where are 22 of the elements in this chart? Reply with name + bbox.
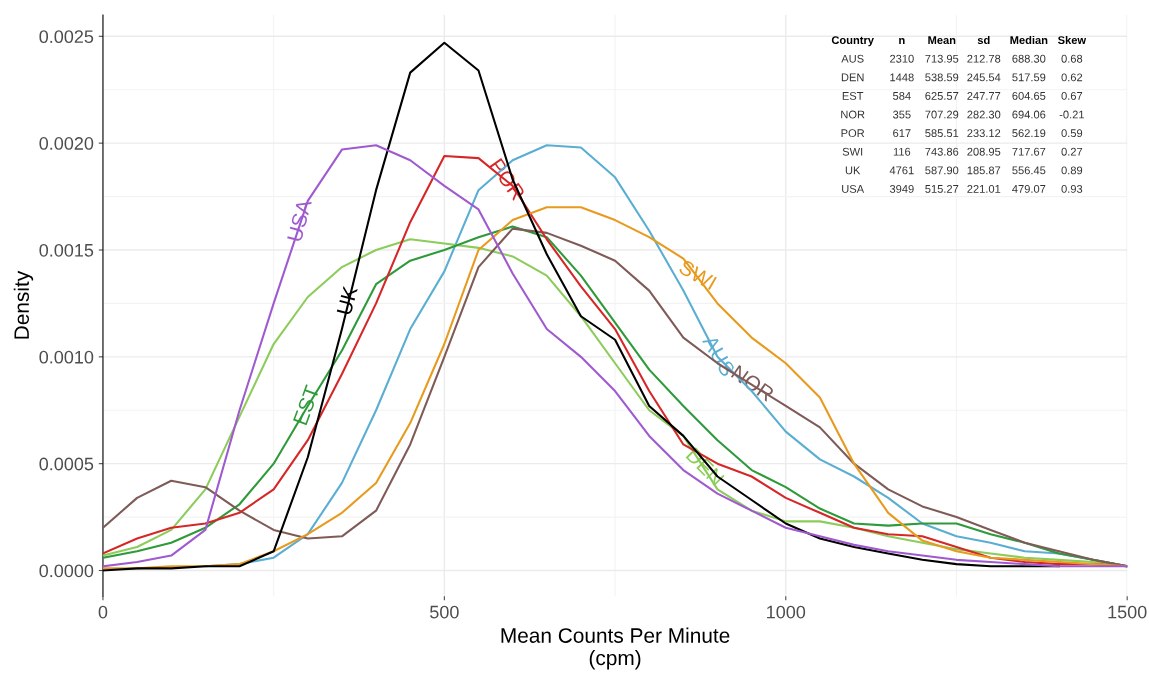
- x-axis-title: Mean Counts Per Minute (cpm): [501, 627, 730, 670]
- x-tick-label: 0: [98, 605, 108, 619]
- y-tick-label: 0.0010: [39, 350, 94, 364]
- text: DEN 1448 538.59 245.54 517.59 0.62: [841, 73, 1083, 82]
- text: UK 4761 587.90 185.87 556.45 0.89: [845, 166, 1083, 175]
- x-tick-label: 1000: [767, 605, 806, 619]
- text: Country n Mean sd Median Skew: [831, 35, 1087, 47]
- y-tick-label: 0.0025: [39, 30, 94, 44]
- y-tick-label: 0.0020: [39, 137, 94, 150]
- text: NOR 355 707.29 282.30 694.06 -0.21: [841, 110, 1084, 119]
- text: POR 617 585.51 233.12 562.19 0.59: [841, 129, 1083, 138]
- text: SWI: [677, 259, 717, 291]
- text: USA 3949 515.27 221.01 479.07 0.93: [842, 185, 1083, 193]
- y-tick-label: 0.0000: [39, 564, 94, 578]
- y-axis-title: Density: [13, 270, 34, 339]
- text: EST 584 625.57 247.77 604.65 0.67: [842, 92, 1083, 100]
- x-tick-label: 500: [430, 605, 459, 619]
- text: AUS 2310 713.95 212.78 688.30 0.68: [841, 54, 1083, 63]
- y-tick-label: 0.0005: [39, 457, 94, 471]
- text: SWI 116 743.86 208.95 717.67 0.27: [842, 147, 1083, 156]
- x-tick-label: 1500: [1108, 605, 1147, 619]
- y-tick-label: 0.0015: [39, 243, 94, 257]
